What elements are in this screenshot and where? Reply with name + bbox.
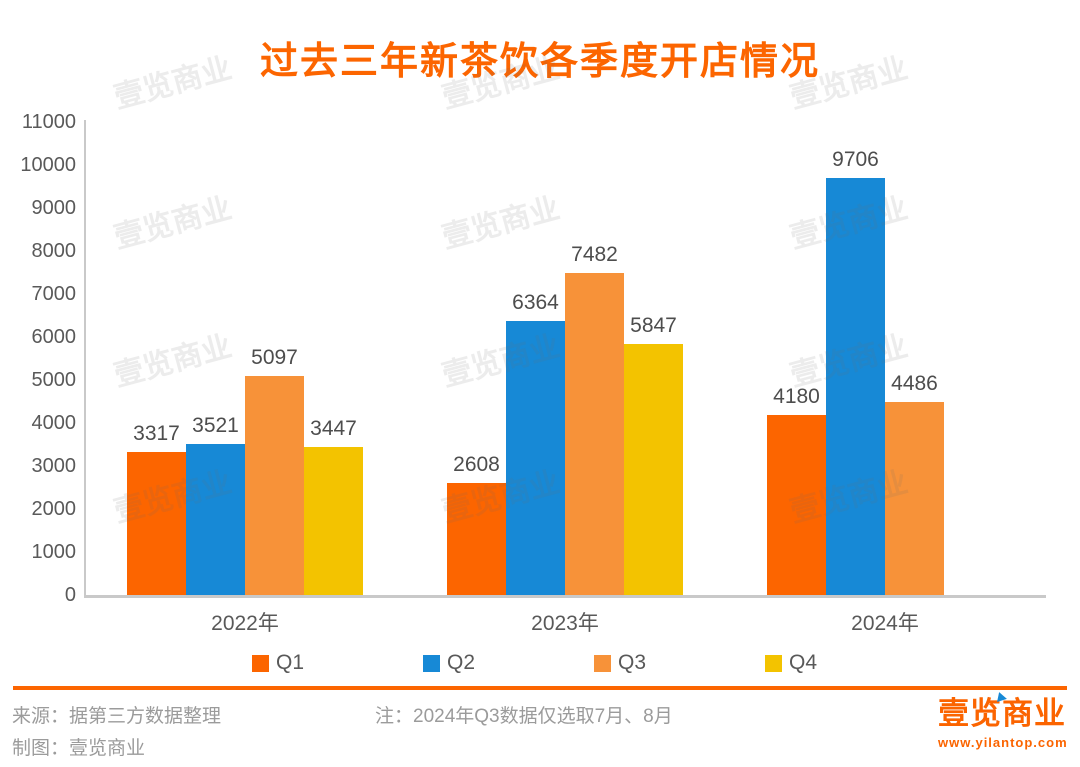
y-axis-tick-label: 7000 bbox=[31, 283, 77, 305]
bar-2024-q1 bbox=[767, 415, 826, 595]
bar-value-label: 7482 bbox=[571, 243, 618, 266]
bar-value-label: 4486 bbox=[891, 372, 938, 395]
credit-text: 制图：壹览商业 bbox=[12, 738, 146, 759]
bar-2022-q4 bbox=[304, 447, 363, 595]
x-axis-line bbox=[84, 595, 1046, 598]
y-axis-tick-label: 6000 bbox=[31, 326, 77, 348]
y-axis-tick-label: 4000 bbox=[31, 412, 77, 434]
bar-2022-q1 bbox=[127, 452, 186, 595]
legend-swatch-q4 bbox=[765, 654, 782, 672]
bar-value-label: 4180 bbox=[773, 385, 820, 408]
y-axis-tick-label: 5000 bbox=[31, 369, 77, 391]
brand-logo: 壹览商业 www.yilantop.com bbox=[938, 692, 1070, 750]
legend-item-q2: Q2 bbox=[423, 651, 475, 675]
bar-2024-q3 bbox=[885, 402, 944, 595]
x-axis-category-label: 2022年 bbox=[211, 612, 279, 635]
chart-title: 过去三年新茶饮各季度开店情况 bbox=[259, 41, 820, 83]
y-axis-tick-label: 8000 bbox=[31, 240, 77, 262]
bar-value-label: 3447 bbox=[310, 417, 357, 440]
bar-value-label: 9706 bbox=[832, 148, 879, 171]
x-axis-category-label: 2024年 bbox=[851, 612, 919, 635]
y-axis-tick-label: 3000 bbox=[31, 455, 77, 477]
legend-label: Q3 bbox=[618, 651, 647, 674]
x-axis-category-label: 2023年 bbox=[531, 612, 599, 635]
y-axis-tick-label: 9000 bbox=[31, 197, 77, 219]
brand-logo-url: www.yilantop.com bbox=[938, 735, 1068, 750]
bar-2023-q4 bbox=[624, 344, 683, 595]
legend-swatch-q1 bbox=[252, 654, 269, 672]
watermark-text: 壹览商业 bbox=[110, 191, 236, 255]
footer-divider bbox=[13, 686, 1067, 690]
y-axis-tick-label: 10000 bbox=[20, 154, 76, 176]
y-axis-tick-label: 1000 bbox=[31, 541, 77, 563]
bar-value-label: 3317 bbox=[133, 422, 180, 445]
legend-label: Q1 bbox=[276, 651, 305, 674]
bar-value-label: 5847 bbox=[630, 314, 677, 337]
bar-2022-q2 bbox=[186, 444, 245, 595]
legend-label: Q2 bbox=[447, 651, 476, 674]
bar-value-label: 5097 bbox=[251, 346, 298, 369]
legend-label: Q4 bbox=[789, 651, 818, 674]
y-axis-tick-label: 11000 bbox=[21, 111, 76, 133]
y-axis-tick-label: 0 bbox=[64, 584, 76, 606]
bar-2022-q3 bbox=[245, 376, 304, 595]
note-text: 注：2024年Q3数据仅选取7月、8月 bbox=[375, 706, 673, 727]
brand-logo-text: 壹览商业 bbox=[938, 696, 1066, 731]
source-text: 来源：据第三方数据整理 bbox=[12, 706, 222, 727]
bar-2023-q3 bbox=[565, 273, 624, 595]
y-axis-tick-label: 2000 bbox=[31, 498, 77, 520]
legend-swatch-q2 bbox=[423, 654, 440, 672]
bar-value-label: 3521 bbox=[192, 414, 239, 437]
bar-2024-q2 bbox=[826, 178, 885, 595]
bar-value-label: 6364 bbox=[512, 291, 559, 314]
legend-swatch-q3 bbox=[594, 654, 611, 672]
legend-item-q3: Q3 bbox=[594, 651, 646, 675]
legend-item-q1: Q1 bbox=[252, 651, 304, 675]
y-axis-line bbox=[84, 120, 86, 597]
bar-2023-q2 bbox=[506, 321, 565, 595]
bar-2023-q1 bbox=[447, 483, 506, 595]
legend-item-q4: Q4 bbox=[765, 651, 817, 675]
bar-value-label: 2608 bbox=[453, 453, 500, 476]
